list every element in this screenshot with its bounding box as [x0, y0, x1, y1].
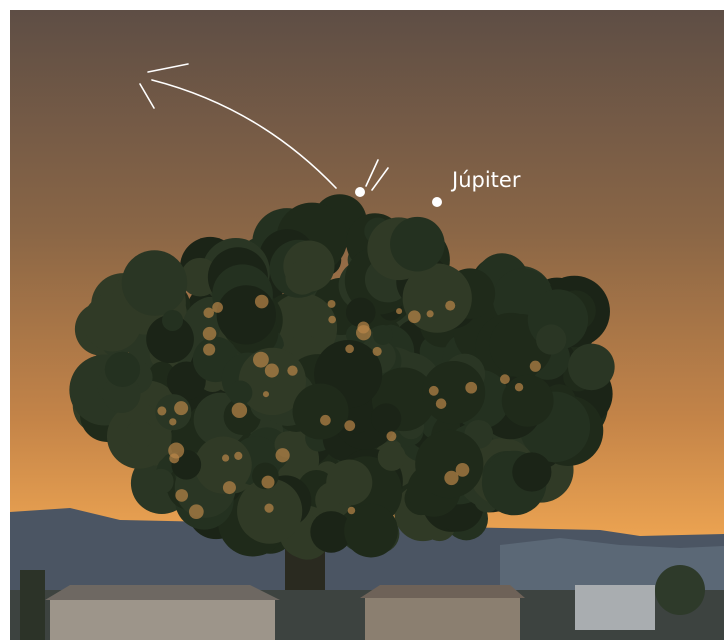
bush — [20, 570, 45, 640]
sky-gap — [222, 454, 229, 461]
foliage — [122, 250, 187, 315]
sky-gap — [456, 463, 470, 477]
foliage — [502, 375, 554, 427]
sky-gap — [344, 420, 355, 431]
sky-gap — [253, 352, 269, 368]
house-roof — [45, 585, 280, 600]
sky-gap — [203, 308, 214, 319]
house-roof — [360, 585, 525, 598]
photo: Júpiter — [0, 0, 724, 640]
house-wall — [365, 598, 520, 640]
page: Júpiter (() => { const data = JSON.parse… — [0, 0, 724, 640]
sky-gap — [276, 448, 290, 462]
sky-gap — [203, 343, 215, 355]
sky-gap — [530, 361, 541, 372]
foliage — [217, 285, 276, 344]
sky-gap — [265, 364, 279, 378]
foliage — [373, 325, 393, 345]
sky-gap — [255, 295, 269, 309]
foliage — [228, 381, 252, 405]
sky-gap — [345, 345, 354, 354]
foliage — [415, 430, 483, 498]
sky-gap — [320, 415, 331, 426]
sky-gap — [264, 504, 273, 513]
sky-gap — [429, 386, 439, 396]
foliage — [390, 217, 445, 272]
sky-gap — [157, 406, 166, 415]
sky-gap — [396, 308, 402, 314]
jupiter-dot — [432, 197, 442, 207]
sky-gap — [436, 398, 447, 409]
foliage — [568, 344, 615, 391]
foliage — [293, 384, 349, 440]
sky-gap — [262, 476, 275, 489]
sky-gap — [328, 316, 336, 324]
foliage — [371, 403, 401, 433]
sky-gap — [174, 401, 188, 415]
sky-gap — [203, 327, 217, 341]
sky-gap — [445, 301, 455, 311]
foliage — [378, 443, 406, 471]
bush — [655, 565, 705, 615]
sky-gap — [328, 300, 336, 308]
sky-gap — [373, 347, 382, 356]
house-wall — [575, 585, 655, 630]
sky-gap — [515, 383, 523, 391]
sky-gap — [234, 452, 242, 460]
sky-gap — [189, 504, 204, 519]
foliage — [148, 469, 173, 494]
foliage — [195, 436, 252, 493]
house-wall — [50, 600, 275, 640]
foliage — [125, 421, 153, 449]
sky-gap — [348, 507, 356, 515]
foliage — [536, 324, 566, 354]
sky-gap — [169, 418, 176, 425]
sky-gap — [212, 302, 223, 313]
foliage — [105, 352, 140, 387]
foliage — [162, 310, 183, 331]
sky-gap — [175, 489, 188, 502]
foliage — [285, 261, 319, 295]
sky-gap — [356, 325, 371, 340]
sky-gap — [408, 310, 421, 323]
sky-gap — [263, 391, 269, 397]
foliage — [512, 452, 551, 491]
sky-gap — [500, 374, 510, 384]
sky-gap — [232, 403, 247, 418]
sky-gap — [223, 481, 236, 494]
sky-gap — [427, 310, 434, 317]
foliage — [326, 459, 372, 505]
planet-label: Júpiter — [450, 168, 521, 192]
sky-gap — [169, 453, 179, 463]
meteor — [355, 187, 365, 197]
sky-gap — [386, 431, 396, 441]
sky-gap — [287, 365, 297, 375]
sky-gap — [465, 382, 477, 394]
